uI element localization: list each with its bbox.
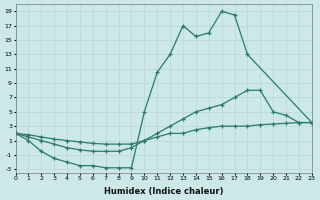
X-axis label: Humidex (Indice chaleur): Humidex (Indice chaleur) <box>104 187 223 196</box>
